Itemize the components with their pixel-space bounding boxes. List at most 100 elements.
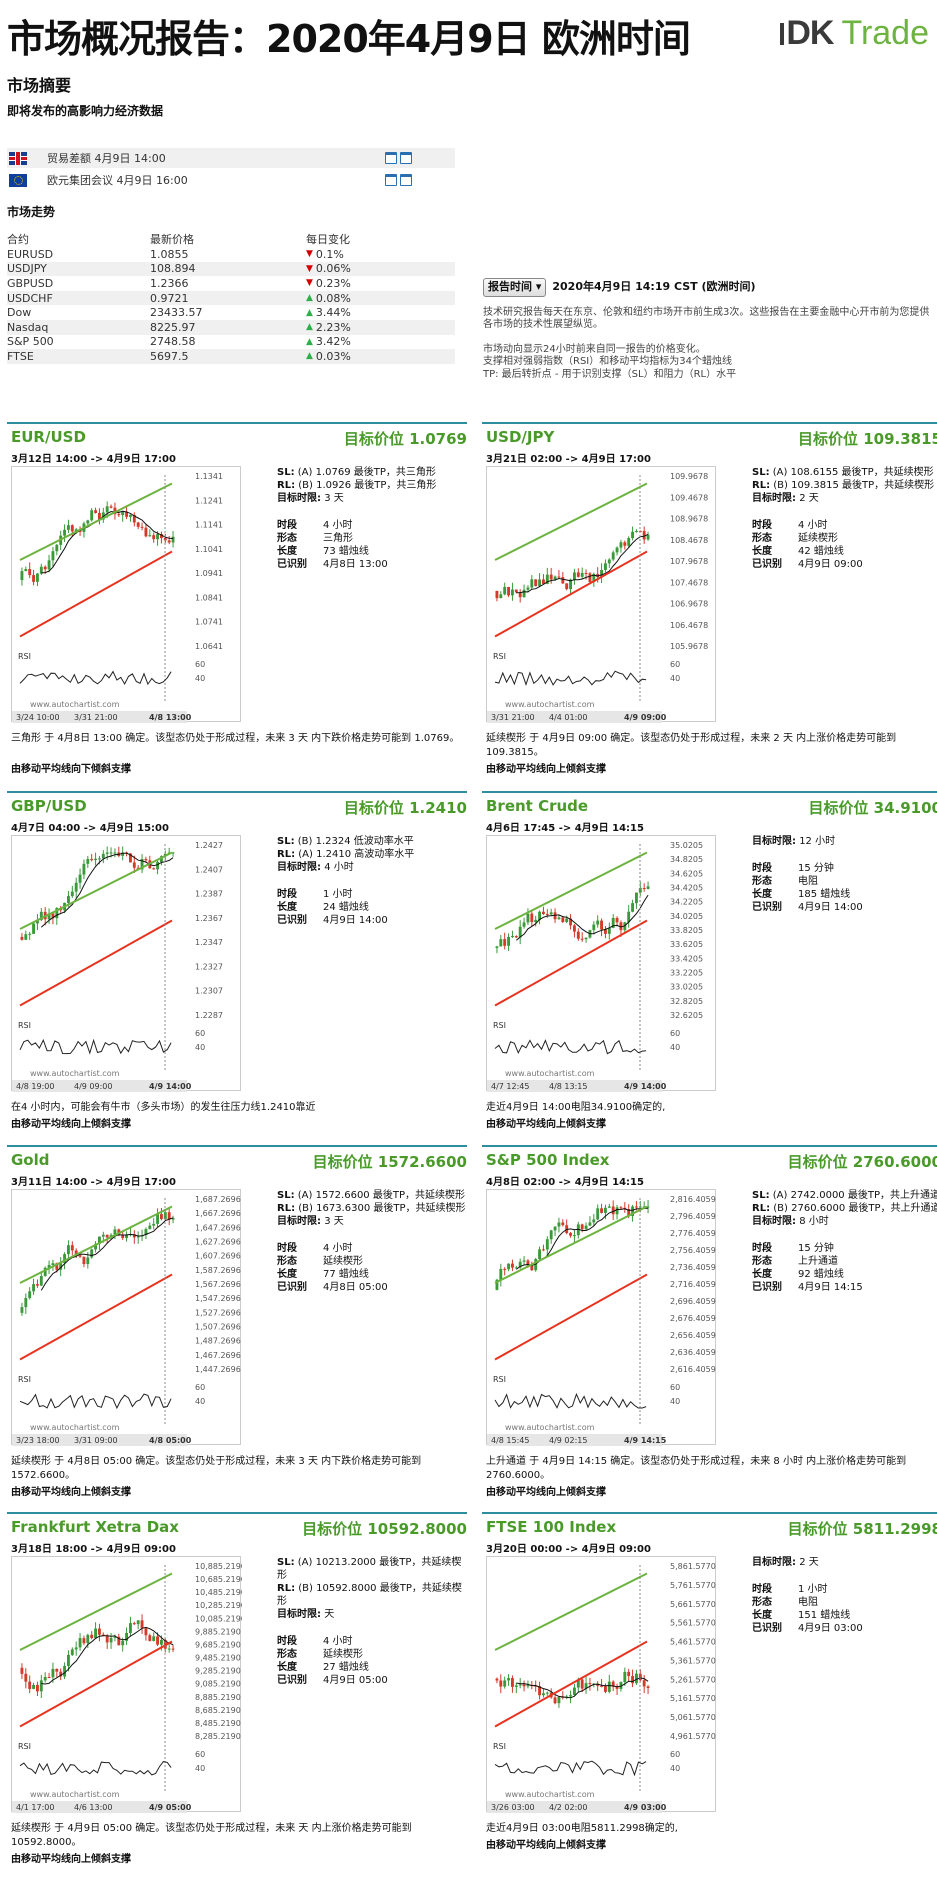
y-tick-label: 1,467.2696 xyxy=(195,1351,241,1360)
instrument-name[interactable]: USD/JPY xyxy=(486,428,555,446)
logo-trade-text: Trade xyxy=(841,14,929,52)
candle xyxy=(70,525,74,532)
candle xyxy=(580,1679,584,1689)
price-chart[interactable]: 1,687.2696 1,667.2696 1,647.2696 1,627.2696… xyxy=(11,1189,241,1446)
prop-value: 92 蜡烛线 xyxy=(798,1269,844,1280)
candle xyxy=(55,544,59,552)
instrument-name[interactable]: Frankfurt Xetra Dax xyxy=(11,1518,179,1536)
instrument-name[interactable]: GBP/USD xyxy=(11,797,87,815)
y-tick-label: 107.9678 xyxy=(670,557,708,566)
prop-value: 上升通道 xyxy=(798,1256,838,1267)
price-chart[interactable]: 1.2427 1.2407 1.2387 1.2367 1.2347 1.2327 1.23… xyxy=(11,835,241,1092)
pattern-description: 在4 小时内，可能会有牛市（多头市场）的发生往压力线1.2410靠近 xyxy=(11,1102,316,1113)
candle xyxy=(94,858,97,861)
candle xyxy=(503,1268,507,1270)
market-row[interactable]: FTSE 5697.5 ▲ 0.03% xyxy=(7,349,455,364)
rsi-line xyxy=(494,1392,647,1409)
price-chart[interactable]: 35.0205 34.8205 34.6205 34.4205 34.2205 34.02… xyxy=(486,835,716,1092)
y-tick-label: 4,961.5770 xyxy=(670,1732,716,1741)
dk-trade-logo[interactable]: DK Trade xyxy=(780,14,929,53)
logo-dk-text: DK xyxy=(786,14,834,52)
panel-header: USD/JPY 目标价位 109.3815 xyxy=(482,422,937,448)
candle xyxy=(160,534,163,539)
chart-panel: EUR/USD 目标价位 1.0769 3月12日 14:00 -> 4月9日 … xyxy=(7,422,467,777)
events-list: 贸易差额 4月9日 14:00 欧元集团会议 4月9日 16:00 xyxy=(7,148,455,192)
market-row[interactable]: USDCHF 0.9721 ▲ 0.08% xyxy=(7,290,455,306)
date-range: 4月6日 17:45 -> 4月9日 14:15 xyxy=(486,823,644,834)
rsi-label: RSI xyxy=(18,1742,31,1751)
chart-panel: Frankfurt Xetra Dax 目标价位 10592.8000 3月18… xyxy=(7,1512,467,1867)
price-chart[interactable]: 2,816.4059 2,796.4059 2,776.4059 2,756.4059… xyxy=(486,1189,716,1446)
market-row[interactable]: USDJPY 108.894 ▼ 0.06% xyxy=(7,261,455,277)
y-tick-label: 1.1041 xyxy=(195,545,223,554)
instrument-name[interactable]: FTSE 100 Index xyxy=(486,1518,617,1536)
candle xyxy=(129,1623,132,1634)
candle xyxy=(588,1222,592,1226)
y-tick-label: 2,816.4059 xyxy=(670,1195,716,1204)
market-row[interactable]: GBPUSD 1.2366 ▼ 0.23% xyxy=(7,276,455,291)
info-key: 目标时限: xyxy=(752,493,796,504)
price-chart[interactable]: 1.1341 1.1241 1.1141 1.1041 1.0941 1.0841 1.07… xyxy=(11,466,241,723)
market-row[interactable]: Nasdaq 8225.97 ▲ 2.23% xyxy=(7,319,455,335)
candle xyxy=(534,919,538,923)
x-tick-label: 3/31 09:00 xyxy=(74,1436,118,1445)
candle xyxy=(518,592,522,598)
candle xyxy=(70,1649,74,1655)
calendar-add-icon[interactable] xyxy=(400,152,412,164)
candle xyxy=(86,858,90,864)
market-row[interactable]: Dow 23433.57 ▲ 3.44% xyxy=(7,305,455,320)
candle xyxy=(604,1686,607,1692)
candle xyxy=(596,1683,600,1686)
calendar-add-icon[interactable] xyxy=(400,174,412,186)
candle xyxy=(117,1636,121,1646)
candle xyxy=(43,1677,47,1681)
price-chart[interactable]: 5,861.5770 5,761.5770 5,661.5770 5,561.5770… xyxy=(486,1556,716,1813)
candle xyxy=(573,1687,576,1696)
candle xyxy=(98,1628,101,1635)
instrument-name[interactable]: S&P 500 Index xyxy=(486,1151,610,1169)
calendar-icon[interactable] xyxy=(385,174,397,186)
down-arrow-icon: ▼ xyxy=(306,278,313,289)
price-chart[interactable]: 109.9678 109.4678 108.9678 108.4678 107.9678… xyxy=(486,466,716,723)
chart-svg: 5,861.5770 5,761.5770 5,661.5770 5,561.5770… xyxy=(487,1562,716,1813)
candle xyxy=(580,1224,584,1230)
instrument-name[interactable]: EUR/USD xyxy=(11,428,86,446)
pattern-description: 上升通道 于 4月9日 14:15 确定。该型态仍处于形成过程，未来 8 小时 … xyxy=(486,1456,907,1481)
prop-key: 形态 xyxy=(752,876,772,887)
instrument-name[interactable]: Gold xyxy=(11,1151,50,1169)
info-value: 2 天 xyxy=(799,493,819,504)
instrument-name[interactable]: Brent Crude xyxy=(486,797,589,815)
moving-average-line xyxy=(516,1677,649,1699)
candle xyxy=(511,1263,514,1268)
candle xyxy=(619,1207,623,1209)
market-row[interactable]: S&P 500 2748.58 ▲ 3.42% xyxy=(7,335,455,350)
calendar-icon[interactable] xyxy=(385,152,397,164)
y-tick-label: 1,487.2696 xyxy=(195,1337,241,1346)
price-chart[interactable]: 10,885.2190 10,685.2190 10,485.2190 10,285.… xyxy=(11,1556,246,1813)
candle xyxy=(101,853,105,859)
report-time-dropdown[interactable]: 报告时间 ▾ xyxy=(483,278,547,297)
candle xyxy=(32,1284,35,1292)
candle xyxy=(542,1693,545,1696)
logo-bar-icon xyxy=(780,22,785,45)
y-tick-label: 2,716.4059 xyxy=(670,1280,716,1289)
section-title-summary: 市场摘要 xyxy=(7,76,72,95)
y-tick-label: 2,656.4059 xyxy=(670,1331,716,1340)
market-change: 0.03% xyxy=(315,349,351,363)
prop-value: 4月9日 14:00 xyxy=(798,902,863,913)
rsi-tick-label: 40 xyxy=(195,1397,205,1406)
chart-svg: 1,687.2696 1,667.2696 1,647.2696 1,627.2696… xyxy=(12,1195,241,1446)
candle xyxy=(94,510,97,513)
candle xyxy=(557,576,561,578)
x-tick-label: 4/6 13:00 xyxy=(74,1803,112,1812)
candle xyxy=(55,1668,59,1672)
candle xyxy=(549,574,553,580)
candle xyxy=(514,1267,518,1269)
market-row[interactable]: EURUSD 1.0855 ▼ 0.1% xyxy=(7,247,455,262)
support-trendline xyxy=(19,919,173,1007)
y-tick-label: 8,685.2190 xyxy=(195,1706,241,1715)
prop-value: 4 小时 xyxy=(323,1243,353,1254)
support-trendline xyxy=(494,550,648,638)
candle xyxy=(86,1257,90,1265)
info-key: 目标时限: xyxy=(752,1216,796,1227)
